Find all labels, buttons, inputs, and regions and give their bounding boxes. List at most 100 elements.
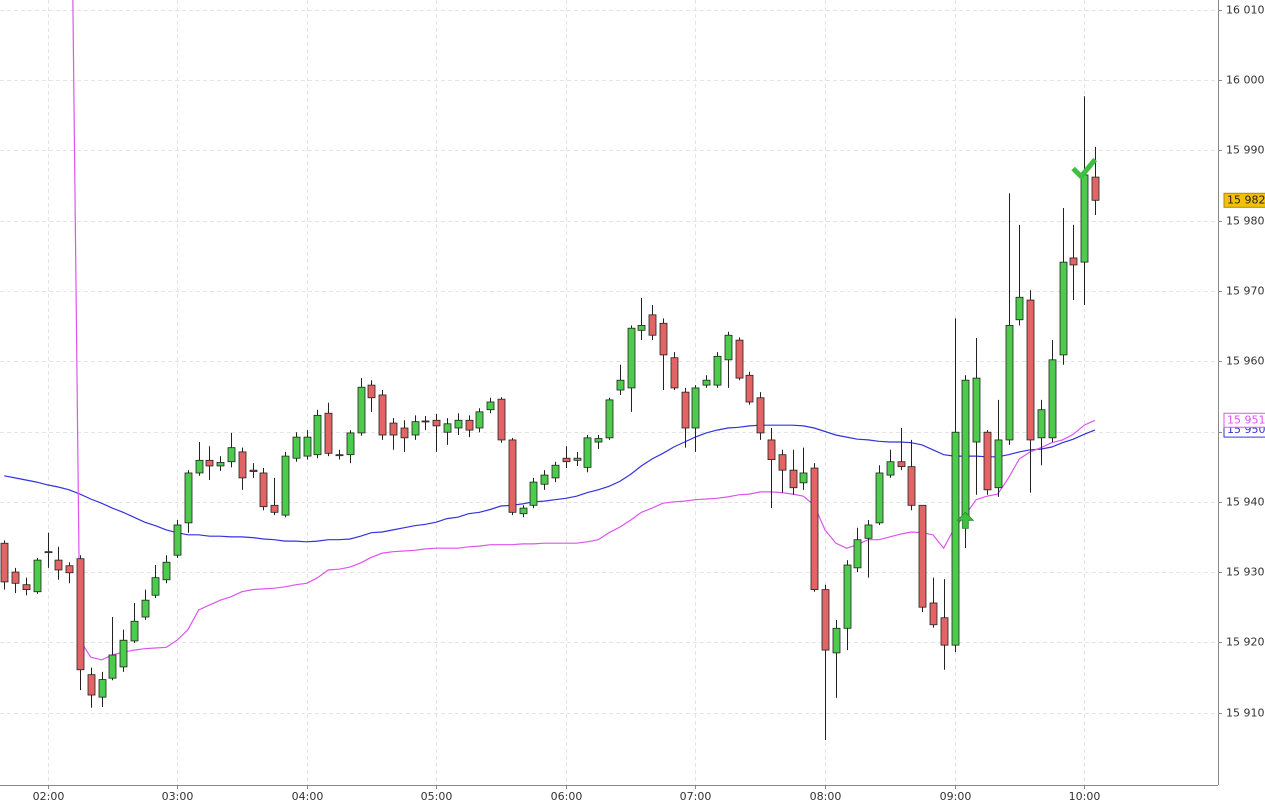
x-tick-label: 09:00 — [940, 790, 972, 803]
candle-body — [616, 379, 625, 391]
candle-body — [886, 461, 895, 476]
candle-body — [983, 431, 992, 491]
candle-body — [313, 414, 322, 456]
y-tick-label: 15 980 — [1226, 215, 1265, 228]
candle-body — [789, 469, 798, 489]
candle-body — [0, 542, 9, 583]
candle-body — [713, 355, 722, 386]
candle-body — [22, 584, 31, 591]
y-tick-label: 15 920 — [1226, 636, 1265, 649]
candle-body — [583, 437, 592, 468]
candle-body — [994, 439, 1003, 489]
grid — [0, 0, 1218, 785]
candle-body — [357, 386, 366, 434]
candle-body — [227, 447, 236, 463]
candle-body — [259, 472, 268, 508]
candle-body — [238, 451, 247, 479]
candle-body — [497, 398, 506, 441]
candle-body — [735, 339, 744, 379]
candle-body — [270, 504, 279, 513]
candle-body — [1069, 257, 1078, 266]
x-tick-label: 07:00 — [680, 790, 712, 803]
y-tick-label: 15 940 — [1226, 496, 1265, 509]
candle-body — [173, 524, 182, 556]
candle-body — [832, 627, 841, 654]
candle-body — [44, 551, 53, 554]
candle-body — [33, 559, 42, 593]
candle-body — [875, 472, 884, 524]
x-tick-label: 04:00 — [292, 790, 324, 803]
candle-body — [843, 564, 852, 629]
candle-body — [551, 464, 560, 479]
candle-body — [940, 617, 949, 646]
candle-body — [98, 679, 107, 698]
candle-body — [335, 454, 344, 457]
candle-body — [724, 334, 733, 361]
candle-body — [864, 524, 873, 539]
candle-body — [659, 322, 668, 356]
candle-body — [508, 439, 517, 513]
candle-body — [389, 422, 398, 436]
candle-body — [1026, 299, 1035, 441]
candle-body — [465, 419, 474, 431]
candle-body — [141, 599, 150, 618]
candle-body — [648, 314, 657, 336]
line-value-label: 15 951,6 — [1227, 413, 1265, 426]
candle-body — [637, 324, 646, 331]
last-price-label: 15 982,9 — [1227, 193, 1265, 206]
candle-body — [951, 431, 960, 646]
candle-body — [529, 481, 538, 506]
x-tick-label: 08:00 — [810, 790, 842, 803]
candle-body — [216, 462, 225, 467]
candle-body — [821, 589, 830, 651]
candle-body — [670, 357, 679, 389]
candle-body — [897, 461, 906, 468]
candle-body — [346, 432, 355, 456]
candle-body — [184, 472, 193, 524]
candle-body — [108, 654, 117, 679]
candle-body — [281, 455, 290, 516]
candle-body — [195, 459, 204, 474]
x-tick-label: 10:00 — [1069, 790, 1101, 803]
candle-body — [303, 436, 312, 457]
candle-body — [961, 379, 970, 521]
candle-body — [119, 639, 128, 668]
x-tick-label: 02:00 — [33, 790, 65, 803]
candle-body — [918, 504, 927, 608]
candle-body — [411, 421, 420, 436]
candle-body — [972, 377, 981, 443]
candle-body — [1080, 174, 1089, 263]
candle-body — [486, 401, 495, 411]
candle-body — [767, 439, 776, 461]
candle-body — [11, 571, 20, 584]
candle-body — [475, 411, 484, 429]
y-tick-label: 15 930 — [1226, 566, 1265, 579]
candle-body — [745, 374, 754, 403]
candle-body — [249, 469, 258, 472]
candle-body — [151, 577, 160, 596]
moving-average-line — [4, 424, 1096, 543]
candle-body — [853, 539, 862, 569]
candle-body — [810, 467, 819, 591]
candle-body — [65, 565, 74, 574]
candle-body — [799, 472, 808, 484]
candle-body — [1037, 409, 1046, 439]
y-tick-label: 15 970 — [1226, 285, 1265, 298]
candle-body — [292, 436, 301, 459]
candle-body — [605, 399, 614, 439]
candle-body — [756, 397, 765, 434]
line-value-label-box — [1223, 412, 1265, 428]
candle-body — [573, 457, 582, 461]
y-tick-label: 15 960 — [1226, 355, 1265, 368]
candle-body — [1005, 324, 1014, 441]
candle-body — [562, 457, 571, 463]
y-tick-label: 15 910 — [1226, 707, 1265, 720]
candle-body — [454, 419, 463, 429]
candle-body — [54, 559, 63, 571]
last-price-label-box — [1223, 192, 1265, 208]
candle-body — [1048, 359, 1057, 439]
candle-body — [421, 420, 430, 423]
candle-body — [681, 391, 690, 429]
